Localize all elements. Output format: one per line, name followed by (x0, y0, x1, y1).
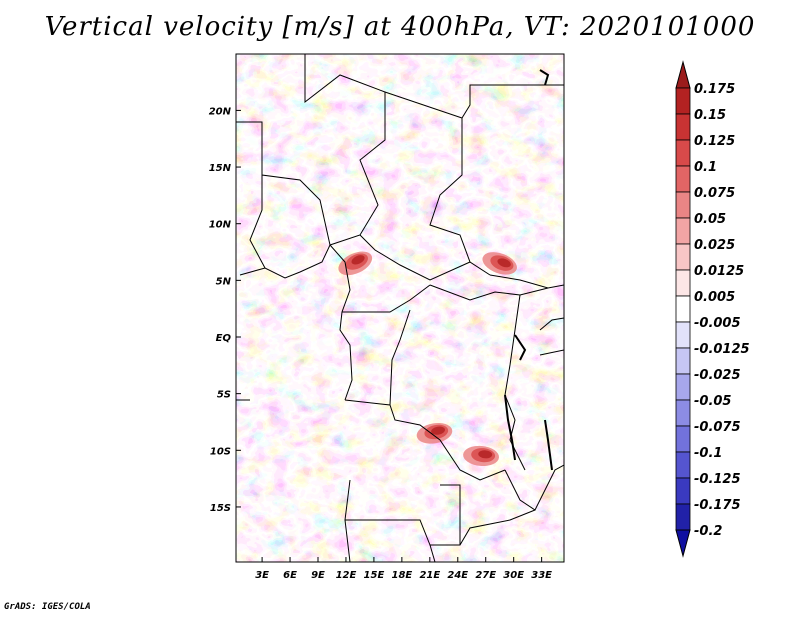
chart-title: Vertical velocity [m/s] at 400hPa, VT: 2… (44, 12, 756, 42)
lakes-coast (504, 69, 553, 471)
colorbar-bin (675, 451, 691, 479)
colorbar-bin (675, 503, 691, 531)
colorbar-bin (675, 295, 691, 323)
colorbar-label: -0.0125 (694, 342, 750, 357)
latitude-axis: 20N 15N 10N 5N EQ 5S 10S 15S (209, 106, 241, 514)
hotspot-cell (463, 445, 500, 467)
lat-tick-label: 10N (209, 220, 232, 231)
colorbar-label: 0.125 (694, 134, 735, 149)
colorbar-bin (675, 165, 691, 193)
lon-tick-label: 33E (531, 570, 552, 581)
colorbar-label: -0.05 (694, 394, 731, 409)
colorbar-label: 0.1 (694, 160, 717, 175)
vertical-velocity-field (236, 54, 564, 562)
colorbar-label: -0.005 (694, 316, 741, 331)
lon-tick-label: 24E (447, 570, 468, 581)
country-borders (236, 54, 564, 562)
lat-tick-label: 5N (216, 276, 232, 287)
colorbar-label: -0.075 (694, 420, 741, 435)
lon-tick-label: 30E (503, 570, 524, 581)
colorbar-bottom-arrow (675, 529, 691, 558)
colorbar-label: 0.005 (694, 290, 735, 305)
lon-tick-label: 21E (419, 570, 440, 581)
lon-tick-label: 6E (283, 570, 297, 581)
lat-tick-label: 20N (209, 106, 232, 117)
colorbar-label: -0.025 (694, 368, 741, 383)
colorbar-label: 0.15 (694, 108, 726, 123)
colorbar-bin (675, 87, 691, 115)
colorbar-bin (675, 373, 691, 401)
colorbar-top-arrow (675, 60, 691, 89)
lat-tick-label: 10S (210, 446, 231, 457)
lon-tick-label: 18E (391, 570, 412, 581)
colorbar-bin (675, 191, 691, 219)
convective-hotspots (338, 251, 517, 467)
colorbar-bin (675, 269, 691, 297)
lon-tick-label: 12E (336, 570, 357, 581)
colorbar-label: -0.125 (694, 472, 741, 487)
colorbar-bin (675, 477, 691, 505)
colorbar-label: -0.2 (694, 524, 722, 539)
colorbar-bin (675, 425, 691, 453)
colorbar-label: 0.0125 (694, 264, 744, 279)
colorbar-bin (675, 243, 691, 271)
lon-tick-label: 9E (311, 570, 325, 581)
colorbar-label: 0.025 (694, 238, 735, 253)
lat-tick-label: EQ (216, 333, 232, 344)
hotspot-cell (416, 422, 453, 444)
lat-tick-label: 15S (210, 503, 231, 514)
colorbar-bin (675, 321, 691, 349)
colorbar-label: -0.1 (694, 446, 722, 461)
grads-credit: GrADS: IGES/COLA (4, 602, 91, 612)
colorbar-label: -0.175 (694, 498, 741, 513)
colorbar-label: 0.05 (694, 212, 726, 227)
colorbar: 0.175 0.15 0.125 0.1 0.075 0.05 0.025 0.0125 0.0… (675, 60, 750, 558)
map-frame (235, 53, 565, 563)
hotspot-cell (338, 251, 373, 276)
lon-tick-label: 15E (364, 570, 385, 581)
colorbar-bin (675, 113, 691, 141)
lat-tick-label: 5S (217, 390, 231, 401)
colorbar-label: 0.075 (694, 186, 735, 201)
hotspot-cell (482, 252, 517, 275)
colorbar-bin (675, 217, 691, 245)
colorbar-label: 0.175 (694, 82, 735, 97)
lon-tick-label: 3E (255, 570, 269, 581)
lon-tick-label: 27E (475, 570, 496, 581)
lat-tick-label: 15N (209, 163, 232, 174)
colorbar-bin (675, 139, 691, 167)
colorbar-bin (675, 399, 691, 427)
longitude-axis: 3E 6E 9E 12E 15E 18E 21E 24E 27E 30E 33E (255, 557, 552, 581)
colorbar-bin (675, 347, 691, 375)
